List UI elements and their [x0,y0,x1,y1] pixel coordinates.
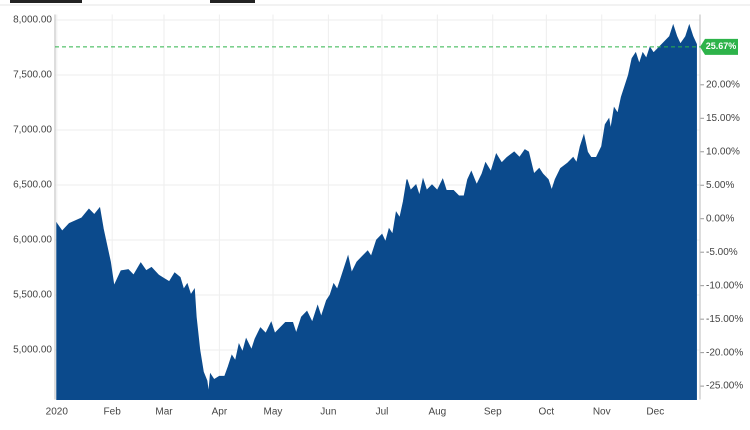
x-tick-label: Nov [593,407,611,418]
y2-tick-label: -10.00% [706,280,743,291]
x-tick-label: Dec [646,407,664,418]
x-tick-label: May [264,407,283,418]
y2-tick-label: 5.00% [706,180,734,191]
x-tick-label: Apr [212,407,228,418]
y2-tick-label: -5.00% [706,247,738,258]
x-tick-label: Oct [539,407,555,418]
reference-label: 25.67% [706,41,737,51]
y2-tick-label: -25.00% [706,381,743,392]
x-tick-label: Aug [428,407,446,418]
x-tick-label: Mar [155,407,173,418]
y-tick-label: 7,000.00 [13,125,52,136]
y-tick-label: 5,500.00 [13,290,52,301]
x-tick-label: Sep [484,407,502,418]
x-tick-label: Jul [376,407,389,418]
x-tick-label: Feb [104,407,122,418]
y-tick-label: 6,000.00 [13,235,52,246]
y2-tick-label: 0.00% [706,213,734,224]
y-tick-label: 6,500.00 [13,180,52,191]
reference-badge [700,38,738,55]
x-tick-label: Jun [320,407,336,418]
y-tick-label: 7,500.00 [13,70,52,81]
area [56,23,697,400]
tab-indicator [10,0,82,3]
y-tick-label: 8,000.00 [13,15,52,26]
y2-tick-label: 20.00% [706,79,740,90]
y2-tick-label: 10.00% [706,146,740,157]
y2-tick-label: -15.00% [706,314,743,325]
y2-tick-label: 15.00% [706,113,740,124]
y-tick-label: 5,000.00 [13,345,52,356]
y2-tick-label: -20.00% [706,347,743,358]
x-tick-label: 2020 [46,407,69,418]
tab-indicator [210,0,255,3]
